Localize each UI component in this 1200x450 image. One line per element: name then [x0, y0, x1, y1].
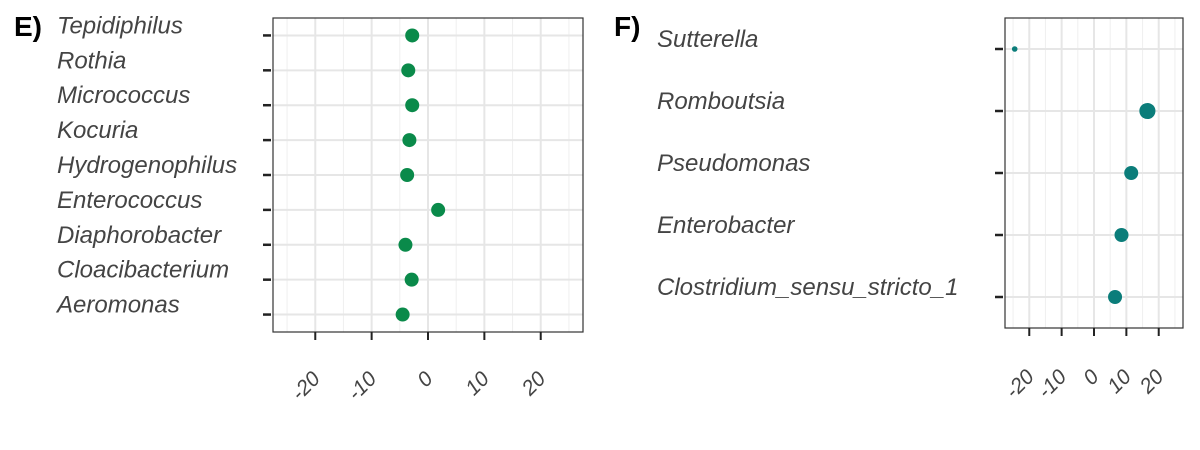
x-tick-label: 20	[1135, 365, 1169, 399]
data-point	[431, 202, 446, 217]
data-point	[1124, 166, 1139, 180]
category-label: Rothia	[57, 47, 126, 74]
category-label: Sutterella	[657, 26, 758, 53]
category-label: Enterococcus	[57, 187, 202, 214]
x-tick-label: -10	[1033, 365, 1071, 403]
x-tick-label: -20	[287, 367, 325, 405]
data-point	[402, 133, 417, 148]
x-tick-label: 0	[1079, 365, 1104, 390]
x-tick-label: 10	[461, 367, 494, 400]
data-point	[1114, 228, 1129, 242]
category-label: Cloacibacterium	[57, 257, 229, 284]
category-label: Romboutsia	[657, 88, 785, 115]
data-point	[1139, 102, 1156, 120]
data-point	[405, 98, 420, 113]
data-point	[401, 63, 416, 78]
category-label: Clostridium_sensu_stricto_1	[657, 274, 958, 301]
data-point	[1108, 290, 1123, 304]
x-tick-label: 20	[517, 367, 551, 401]
category-label: Pseudomonas	[657, 150, 810, 177]
x-tick-label: -20	[1001, 365, 1039, 403]
panel-tag: E)	[14, 11, 42, 42]
data-point	[400, 168, 415, 182]
data-point	[405, 28, 420, 43]
category-label: Diaphorobacter	[57, 222, 222, 249]
category-label: Micrococcus	[57, 82, 190, 109]
category-label: Kocuria	[57, 117, 138, 144]
panel-tag: F)	[614, 11, 640, 42]
data-point	[404, 272, 419, 287]
panel-f: F) Sutterella Romboutsia Pseudomonas Enterob…	[614, 11, 1184, 403]
category-label: Tepidiphilus	[57, 12, 183, 39]
data-point	[1011, 46, 1018, 52]
category-label: Aeromonas	[55, 292, 180, 319]
x-tick-label: 0	[413, 367, 438, 392]
category-label: Enterobacter	[657, 212, 795, 239]
category-label: Hydrogenophilus	[57, 152, 237, 179]
x-tick-label: -10	[343, 367, 381, 405]
x-tick-label: 10	[1103, 365, 1136, 398]
panel-e: E) Tepidiphilus Rothia Micrococcus Kocuria Hy…	[14, 11, 584, 405]
data-point	[398, 237, 413, 252]
data-point	[395, 307, 410, 322]
